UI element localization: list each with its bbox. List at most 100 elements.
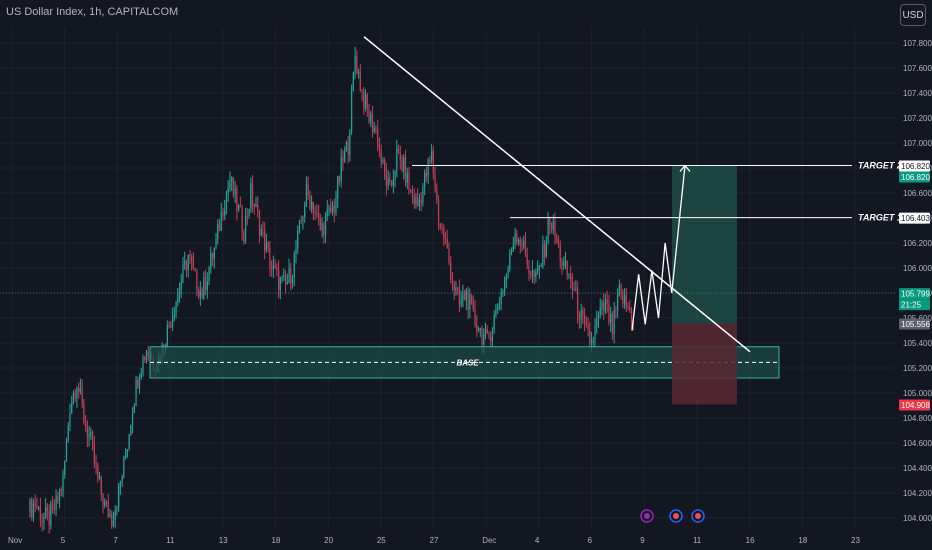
candle-body xyxy=(232,177,235,196)
candle-body xyxy=(312,202,314,213)
candle-body xyxy=(411,190,414,197)
candle-body xyxy=(563,262,565,266)
candle-body xyxy=(271,268,273,270)
candle-body xyxy=(430,150,433,161)
candle-body xyxy=(192,261,195,269)
x-tick-label: 27 xyxy=(430,536,439,545)
candle-body xyxy=(276,268,278,270)
candle-body xyxy=(314,212,316,214)
candle-body xyxy=(64,460,66,475)
x-tick-label: 9 xyxy=(640,536,645,545)
candle-body xyxy=(500,292,502,305)
candle-body xyxy=(502,291,504,293)
candle-body xyxy=(542,244,544,267)
candle-body xyxy=(497,307,499,309)
candle-body xyxy=(286,282,288,285)
candle-body xyxy=(599,307,601,315)
candle-body xyxy=(455,287,457,291)
candle-body xyxy=(554,221,556,238)
candle-body xyxy=(404,156,407,183)
candle-body xyxy=(109,514,111,517)
trendline[interactable] xyxy=(363,36,751,353)
currency-button[interactable]: USD xyxy=(900,4,926,26)
candle-body xyxy=(194,268,196,271)
candle-body xyxy=(460,300,462,305)
candle-body xyxy=(319,218,321,231)
candle-body xyxy=(83,403,85,423)
candle-body xyxy=(74,393,76,398)
candle-body xyxy=(255,204,257,208)
candle-body xyxy=(288,268,290,283)
candle-body xyxy=(573,289,575,291)
candle-body xyxy=(578,314,580,320)
candle-body xyxy=(446,239,448,248)
projection-path[interactable] xyxy=(631,165,686,331)
candle-body xyxy=(100,476,102,495)
candle-body xyxy=(187,254,189,270)
price-tag-label: 105.799 xyxy=(901,290,930,299)
candle-body xyxy=(97,465,99,479)
candle-body xyxy=(57,495,59,501)
candle-body xyxy=(424,172,426,187)
candle-body xyxy=(297,231,299,249)
candle-body xyxy=(545,241,547,257)
candle-body xyxy=(521,244,523,247)
candle-body xyxy=(291,277,294,284)
candle-body xyxy=(349,130,351,155)
candle-body xyxy=(425,172,427,177)
candle-body xyxy=(335,198,337,213)
candle-body xyxy=(38,507,40,509)
candle-body xyxy=(328,208,330,210)
base-label: BASE xyxy=(457,358,480,367)
candle-body xyxy=(31,500,33,518)
candle-body xyxy=(469,294,471,310)
candle-body xyxy=(333,205,335,213)
candle-body xyxy=(491,329,494,342)
price-tag xyxy=(899,160,930,172)
candle-body xyxy=(552,221,554,229)
candle-body xyxy=(201,290,203,299)
candle-body xyxy=(86,426,88,438)
candle-body xyxy=(439,223,441,227)
candle-body xyxy=(118,485,120,508)
candle-body xyxy=(457,287,459,290)
candle-body xyxy=(441,226,443,228)
candle-body xyxy=(401,159,403,172)
candle-body xyxy=(344,150,346,163)
candle-body xyxy=(623,294,626,304)
candle-body xyxy=(316,212,318,214)
candle-body xyxy=(432,150,434,174)
candle-body xyxy=(467,289,469,310)
symbol-title: US Dollar Index, 1h, CAPITALCOM xyxy=(6,6,179,18)
price-tag-label: 106.820 xyxy=(901,173,930,182)
candle-body xyxy=(585,323,587,325)
candle-body xyxy=(476,324,478,332)
candle-body xyxy=(90,432,92,436)
y-tick-label: 104.600 xyxy=(903,439,932,448)
candle-body xyxy=(429,160,431,162)
candle-body xyxy=(248,208,250,217)
candle-body xyxy=(629,308,631,311)
candle-body xyxy=(570,274,572,283)
candle-body xyxy=(213,247,215,260)
candle-body xyxy=(284,275,287,285)
candle-body xyxy=(608,303,610,323)
candle-body xyxy=(300,220,302,222)
y-tick-label: 105.200 xyxy=(903,364,932,373)
candle-body xyxy=(55,495,57,510)
candle-body xyxy=(60,489,62,491)
candle-body xyxy=(392,179,394,186)
candle-body xyxy=(274,264,276,269)
candle-body xyxy=(217,223,219,239)
candle-body xyxy=(382,159,384,162)
candle-body xyxy=(72,393,75,404)
candle-body xyxy=(231,177,233,182)
candle-body xyxy=(526,254,528,266)
candle-body xyxy=(504,280,506,292)
candle-body xyxy=(582,309,584,315)
candle-body xyxy=(474,309,476,325)
candle-body xyxy=(342,157,344,163)
candle-body xyxy=(345,141,348,151)
